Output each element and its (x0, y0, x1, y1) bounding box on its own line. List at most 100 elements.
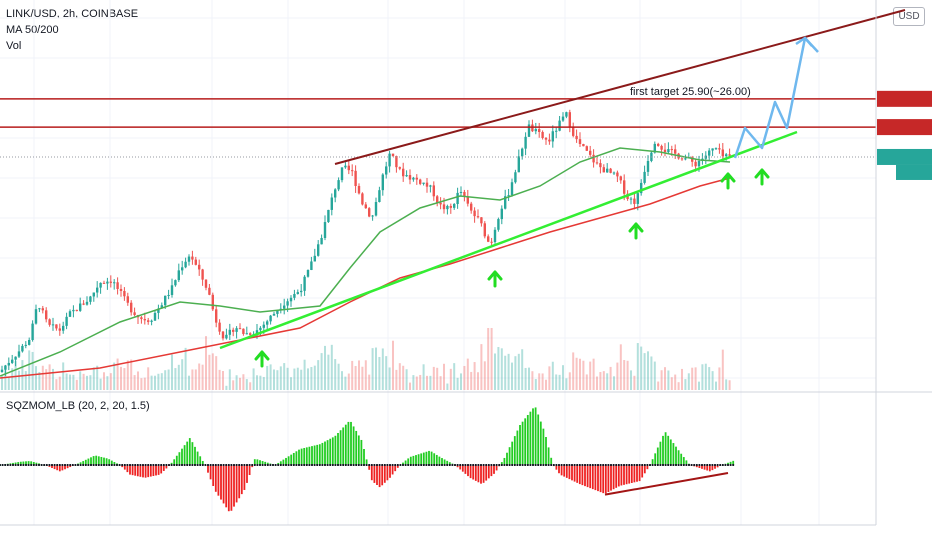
volume-bar (330, 344, 333, 390)
candle-body (585, 146, 588, 151)
volume-bar (18, 370, 20, 390)
squeeze-dot (643, 464, 646, 466)
momentum-bar (207, 465, 209, 473)
volume-bar (92, 367, 95, 390)
candle-body (449, 205, 452, 208)
squeeze-dot (264, 464, 267, 466)
candle-body (524, 136, 527, 149)
ma-legend[interactable]: MA 50/200 (6, 24, 59, 36)
volume-bar (381, 348, 384, 390)
squeeze-dot (342, 464, 345, 466)
candle-body (381, 174, 384, 191)
candle-body (119, 288, 123, 291)
squeeze-dot (110, 464, 113, 466)
price-label-box (877, 90, 932, 107)
squeeze-dot (201, 464, 204, 466)
volume-bar (388, 367, 391, 390)
momentum-bar (311, 446, 313, 465)
countdown-box (896, 164, 932, 180)
squeeze-dot (175, 464, 178, 466)
momentum-bar (253, 459, 256, 465)
candle-body (510, 182, 514, 196)
candle-body (293, 293, 296, 298)
squeeze-dot (97, 464, 100, 466)
squeeze-dot (516, 464, 519, 466)
squeeze-dot (391, 464, 394, 466)
volume-bar (415, 376, 418, 390)
candle-body (31, 323, 34, 340)
squeeze-dot (186, 464, 189, 466)
squeeze-dot (607, 464, 610, 466)
momentum-bar (664, 432, 667, 465)
candle-body (442, 204, 446, 210)
momentum-bar (342, 427, 345, 465)
squeeze-dot (300, 464, 303, 466)
squeeze-dot (511, 464, 514, 466)
momentum-bar (524, 418, 527, 465)
volume-bar (375, 347, 377, 390)
squeeze-dot (404, 464, 407, 466)
momentum-bar (615, 465, 618, 488)
momentum-bar (256, 459, 259, 465)
momentum-bar (103, 457, 105, 465)
momentum-bar (266, 462, 269, 465)
momentum-bar (188, 438, 191, 465)
candle-body (728, 154, 731, 156)
squeeze-dot (573, 464, 576, 466)
volume-bar (606, 373, 609, 390)
candle-body (99, 282, 102, 288)
squeeze-dot (599, 464, 602, 466)
oscillator-label[interactable]: SQZMOM_LB (20, 2, 20, 1.5) (6, 400, 150, 412)
candle-body (187, 256, 191, 262)
volume-bar (534, 379, 537, 390)
volume-bar (218, 369, 221, 390)
volume-bar (463, 365, 466, 390)
volume-bar (691, 367, 694, 390)
momentum-bar (248, 465, 251, 476)
volume-bar (453, 363, 456, 390)
candle-body (412, 177, 415, 180)
squeeze-dot (152, 464, 155, 466)
volume-bar (426, 375, 428, 390)
momentum-bar (594, 465, 597, 491)
momentum-bar (363, 449, 365, 465)
squeeze-dot (529, 464, 532, 466)
momentum-bar (173, 459, 176, 465)
volume-bar (677, 382, 680, 390)
volume-bar (657, 381, 660, 390)
squeeze-dot (313, 464, 316, 466)
squeeze-dot (157, 464, 160, 466)
volume-bar (460, 373, 462, 390)
momentum-bar (66, 465, 69, 469)
momentum-bar (287, 456, 290, 465)
momentum-bar (126, 465, 129, 473)
squeeze-dot (376, 464, 378, 466)
momentum-bar (290, 454, 293, 465)
overlays (0, 9, 906, 379)
momentum-bar (110, 460, 113, 465)
volume-bar (24, 371, 27, 390)
candle-body (405, 175, 408, 177)
squeeze-dot (438, 464, 441, 466)
squeeze-dot (212, 464, 215, 466)
volume-bar (293, 368, 296, 390)
volume-bar (259, 375, 262, 390)
squeeze-dot (620, 464, 623, 466)
squeeze-dot (240, 464, 243, 466)
momentum-bar (607, 465, 610, 492)
squeeze-dot (610, 464, 612, 466)
momentum-bar (376, 465, 378, 485)
squeeze-dot (246, 464, 248, 466)
momentum-bar (490, 465, 493, 477)
candle-body (266, 321, 269, 325)
candle-body (204, 279, 208, 288)
volume-bar (545, 379, 547, 390)
volume-legend[interactable]: Vol (6, 40, 22, 52)
momentum-bar (685, 460, 688, 465)
volume-bar (721, 349, 724, 390)
momentum-bar (568, 465, 571, 480)
squeeze-dot (35, 464, 38, 466)
volume-bar (344, 376, 347, 390)
momentum-bar (209, 465, 212, 480)
